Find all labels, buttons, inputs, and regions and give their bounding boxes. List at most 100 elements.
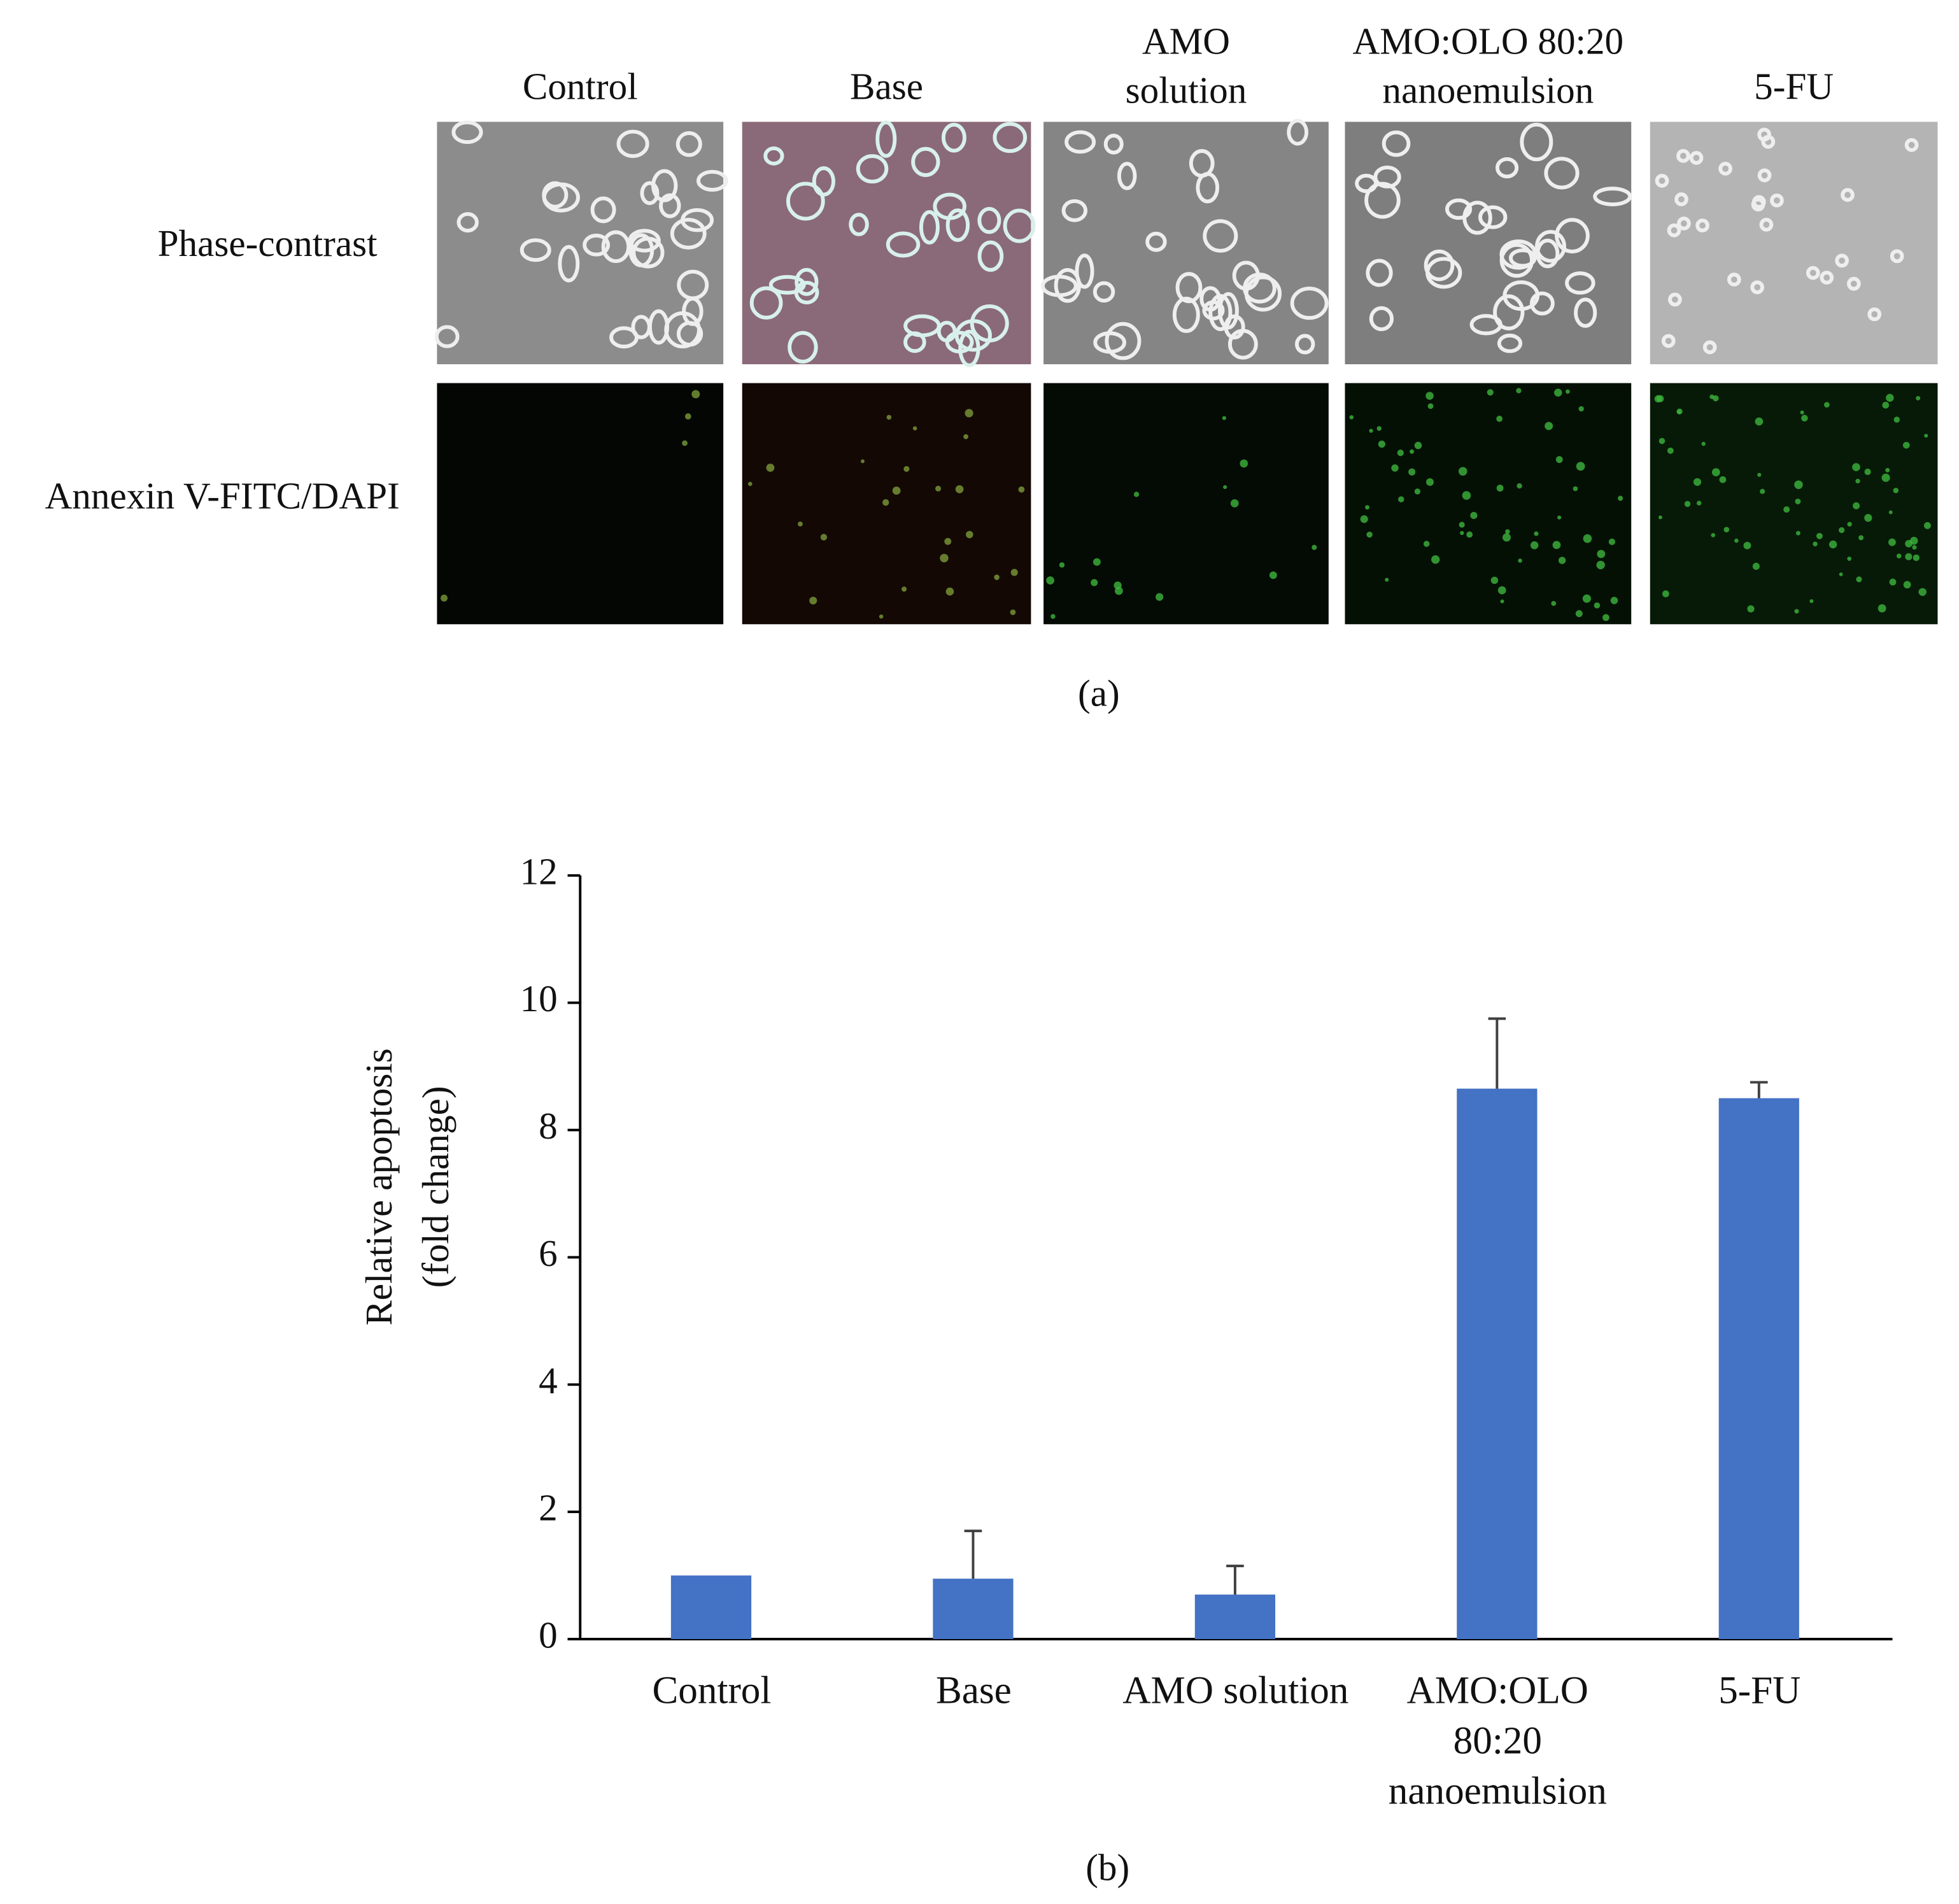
fluorescence-image <box>437 383 724 625</box>
image-bg <box>1043 122 1329 365</box>
cell <box>1702 340 1717 355</box>
bar <box>1457 1088 1538 1640</box>
phase-contrast-image <box>742 120 1036 367</box>
cell <box>1676 408 1683 415</box>
cell <box>1800 410 1804 415</box>
cell <box>955 485 964 494</box>
cell <box>1684 501 1691 508</box>
cell <box>1820 271 1834 285</box>
cell <box>601 230 631 264</box>
cell <box>1217 292 1239 330</box>
cell <box>1544 157 1580 190</box>
cell <box>1103 134 1124 155</box>
cell <box>542 181 569 209</box>
cell <box>1269 571 1277 579</box>
cell <box>628 229 661 253</box>
cell <box>1520 122 1553 162</box>
cell <box>1385 578 1389 582</box>
cell <box>912 426 917 430</box>
cell <box>1105 322 1142 360</box>
cell <box>1424 249 1455 281</box>
cell <box>1593 187 1632 206</box>
cell <box>1719 476 1727 483</box>
cell <box>1565 389 1570 394</box>
cell <box>1750 280 1765 295</box>
y-axis-label: Relative apoptosis <box>358 1048 400 1325</box>
cell <box>1517 483 1522 489</box>
cell <box>945 208 970 242</box>
cell <box>1534 531 1539 536</box>
cell <box>1574 297 1597 328</box>
cell <box>919 210 940 245</box>
cell <box>696 169 728 192</box>
cell <box>1878 604 1886 613</box>
cell <box>1458 467 1467 476</box>
cell <box>1910 537 1918 545</box>
cell <box>1497 586 1506 595</box>
cell <box>616 129 649 159</box>
cell <box>1516 388 1522 394</box>
cell <box>1075 253 1094 289</box>
cell <box>763 146 784 166</box>
cell <box>940 553 949 563</box>
cell <box>1133 492 1140 497</box>
cell <box>1596 560 1605 570</box>
cell <box>1232 260 1260 291</box>
cell <box>1575 610 1583 618</box>
cell <box>1594 602 1601 609</box>
cell <box>1573 486 1578 492</box>
y-tick-label: 8 <box>539 1105 558 1147</box>
cell <box>1364 181 1401 219</box>
cell <box>1366 259 1393 287</box>
cell <box>1770 193 1784 208</box>
cell <box>434 325 460 348</box>
cell <box>1003 208 1036 243</box>
fluorescence-image <box>1043 383 1329 625</box>
cell <box>820 534 828 541</box>
cell <box>609 326 639 349</box>
y-axis-label: (fold change) <box>414 1086 456 1288</box>
cell <box>1896 553 1902 558</box>
cell <box>1349 415 1354 420</box>
cell <box>1582 594 1591 603</box>
cell <box>1156 593 1164 601</box>
column-label: AMO <box>1142 20 1230 62</box>
cell <box>1658 515 1662 520</box>
cell <box>1552 541 1561 550</box>
cell <box>1674 192 1688 206</box>
y-tick-label: 6 <box>539 1232 558 1274</box>
caption: (a) <box>1078 672 1120 714</box>
cell <box>1839 527 1845 534</box>
cell <box>795 267 819 296</box>
fluorescence-image <box>742 383 1031 625</box>
cell <box>1093 281 1115 303</box>
cell <box>1018 486 1025 493</box>
cell <box>1509 248 1537 268</box>
cell <box>937 320 957 343</box>
y-tick-label: 4 <box>539 1360 558 1402</box>
cell <box>941 122 966 153</box>
cell <box>1755 417 1764 426</box>
cell <box>1459 522 1465 528</box>
cell <box>1064 130 1096 154</box>
cell <box>1888 538 1896 546</box>
cell <box>1576 462 1585 471</box>
cell <box>1175 272 1203 304</box>
error-bar <box>1226 1565 1244 1595</box>
cell <box>1223 485 1227 490</box>
phase-contrast-image <box>1345 122 1632 365</box>
cell <box>1046 576 1055 585</box>
cell <box>1460 530 1464 536</box>
cell <box>1061 199 1088 222</box>
cell <box>1427 403 1434 409</box>
cell <box>1783 506 1790 513</box>
bar <box>933 1579 1014 1640</box>
y-tick-label: 0 <box>539 1614 558 1656</box>
cell <box>1835 253 1849 268</box>
cell <box>1696 501 1702 506</box>
cell <box>1655 174 1669 188</box>
cell <box>1823 402 1830 408</box>
cell <box>1795 530 1800 536</box>
cell <box>1813 541 1818 546</box>
cell <box>945 587 954 596</box>
